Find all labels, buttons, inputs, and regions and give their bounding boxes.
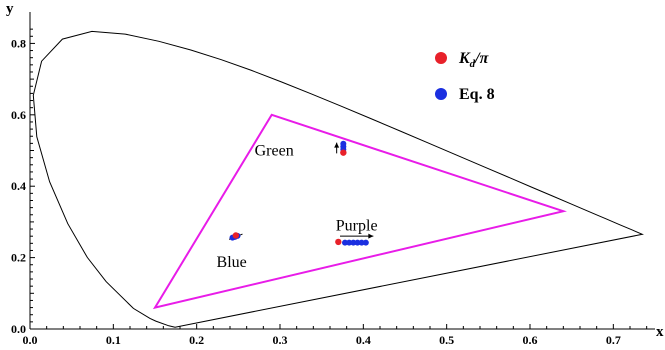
y-ticks: 0.0 0.2 0.4 0.6 0.8 xyxy=(11,28,35,336)
y-axis-label: y xyxy=(6,1,14,17)
y-tick-label: 0.6 xyxy=(11,108,26,122)
shift-arrowhead-1 xyxy=(334,142,340,148)
region-label-purple: Purple xyxy=(336,217,378,234)
y-tick-label: 0.0 xyxy=(11,322,26,336)
x-tick-label: 0.3 xyxy=(273,333,288,347)
kd-pi-point xyxy=(335,238,342,246)
spectral-locus-curve xyxy=(32,30,644,328)
x-tick-label: 0.7 xyxy=(606,333,621,347)
legend-marker-eq8 xyxy=(435,88,447,100)
shift-arrowhead-2 xyxy=(368,233,374,239)
y-tick-label: 0.8 xyxy=(11,36,26,50)
x-tick-label: 0.5 xyxy=(439,333,454,347)
x-tick-label: 0.4 xyxy=(356,333,371,347)
eq8-point xyxy=(358,239,365,246)
x-axis-label: x xyxy=(656,324,664,340)
x-tick-label: 0.6 xyxy=(523,333,538,347)
x-tick-label: 0.2 xyxy=(189,333,204,347)
x-tick-label: 0.1 xyxy=(106,333,121,347)
region-labels: Green Blue Purple xyxy=(217,143,378,272)
eq8-point xyxy=(342,239,348,246)
eq8-point xyxy=(354,239,361,246)
legend-marker-kd-pi xyxy=(435,52,447,64)
y-tick-label: 0.2 xyxy=(11,251,26,265)
region-label-green: Green xyxy=(255,143,294,160)
axes: 0.0 0.1 0.2 0.3 0.4 0.5 0.6 0.7 0.0 0.2 0.4 0.6 0.8… xyxy=(6,1,664,347)
data-points xyxy=(229,140,369,246)
eq8-point xyxy=(346,239,353,246)
kd-pi-point xyxy=(232,232,240,239)
x-tick-label: 0.0 xyxy=(23,333,38,347)
eq8-point xyxy=(362,239,369,246)
legend-label-kd-pi: Kd/π xyxy=(458,50,490,70)
legend-label-eq8: Eq. 8 xyxy=(459,86,495,103)
eq8-point xyxy=(340,140,347,147)
legend: Kd/π Eq. 8 xyxy=(435,50,495,103)
y-tick-label: 0.4 xyxy=(11,179,26,193)
kd-pi-point xyxy=(340,149,347,156)
region-label-blue: Blue xyxy=(217,254,247,271)
x-ticks: 0.0 0.1 0.2 0.3 0.4 0.5 0.6 0.7 xyxy=(23,324,648,347)
eq8-point xyxy=(350,239,357,246)
gamut-triangle xyxy=(152,113,567,310)
